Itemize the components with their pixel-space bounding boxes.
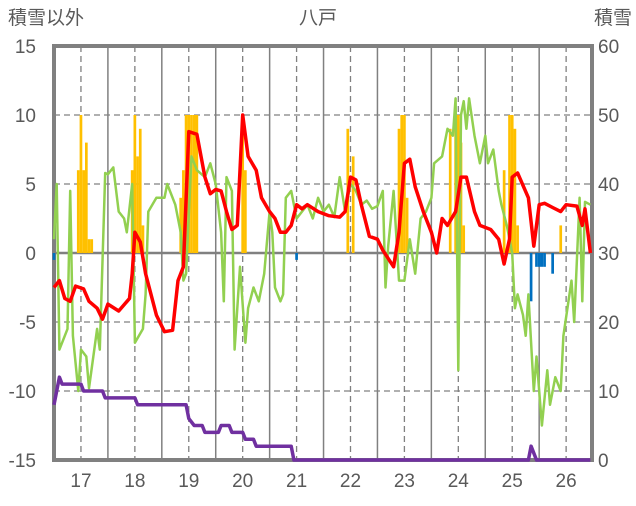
y-tick-right: 50 [598,106,619,127]
orange-bar [462,225,466,253]
y-tick-left: -10 [9,382,36,403]
blue-bar [543,253,546,267]
y-tick-left: 5 [25,175,36,196]
y-tick-left: -15 [9,451,36,472]
blue-bar [529,253,533,302]
orange-bar [133,115,137,253]
red-line [52,113,593,334]
orange-bar [82,170,85,253]
y-tick-left: 10 [15,106,36,127]
right-axis-title: 積雪 [594,7,632,29]
orange-bar [351,156,355,253]
orange-bar [136,156,139,253]
orange-bar [90,239,94,253]
y-tick-right: 60 [598,37,619,58]
orange-bar [516,225,519,253]
y-tick-right: 0 [598,451,609,472]
orange-bar [405,197,409,253]
x-tick: 21 [286,471,307,492]
orange-bar [84,142,88,253]
y-tick-right: 10 [598,382,619,403]
blue-bar [551,253,554,274]
y-tick-right: 30 [598,244,619,265]
purple-line [52,375,591,462]
x-tick: 25 [502,471,523,492]
orange-bar [397,128,401,253]
left-axis-title: 積雪以外 [8,7,84,29]
orange-bar [559,225,563,253]
x-tick: 17 [70,471,91,492]
x-tick: 19 [178,471,199,492]
orange-bar [79,115,83,253]
orange-bar [187,115,191,253]
orange-bar [138,128,142,253]
orange-bar [87,239,91,253]
x-tick: 24 [448,471,470,492]
orange-bar [192,115,196,253]
orange-bar [244,170,247,253]
blue-bar [537,253,541,267]
blue-bar [52,253,56,260]
blue-bar [535,253,538,267]
orange-bar [141,225,145,253]
orange-bar [76,170,80,253]
x-tick: 18 [124,471,145,492]
x-tick: 20 [232,471,253,492]
orange-bar [182,170,185,253]
y-tick-left: 15 [15,37,36,58]
y-tick-right: 40 [598,175,619,196]
x-tick: 26 [556,471,577,492]
chart-title: 八戸 [299,8,337,29]
y-tick-left: 0 [25,244,36,265]
blue-bar [295,253,298,260]
x-tick: 22 [340,471,361,492]
orange-bar [448,128,452,253]
y-tick-right: 20 [598,313,619,334]
blue-bar [540,253,544,267]
orange-bar [179,197,183,253]
orange-bar [195,115,199,253]
orange-bar [241,115,245,253]
y-tick-left: -5 [19,313,36,334]
orange-bar [513,128,517,253]
x-tick: 23 [394,471,415,492]
orange-bar [508,115,511,253]
